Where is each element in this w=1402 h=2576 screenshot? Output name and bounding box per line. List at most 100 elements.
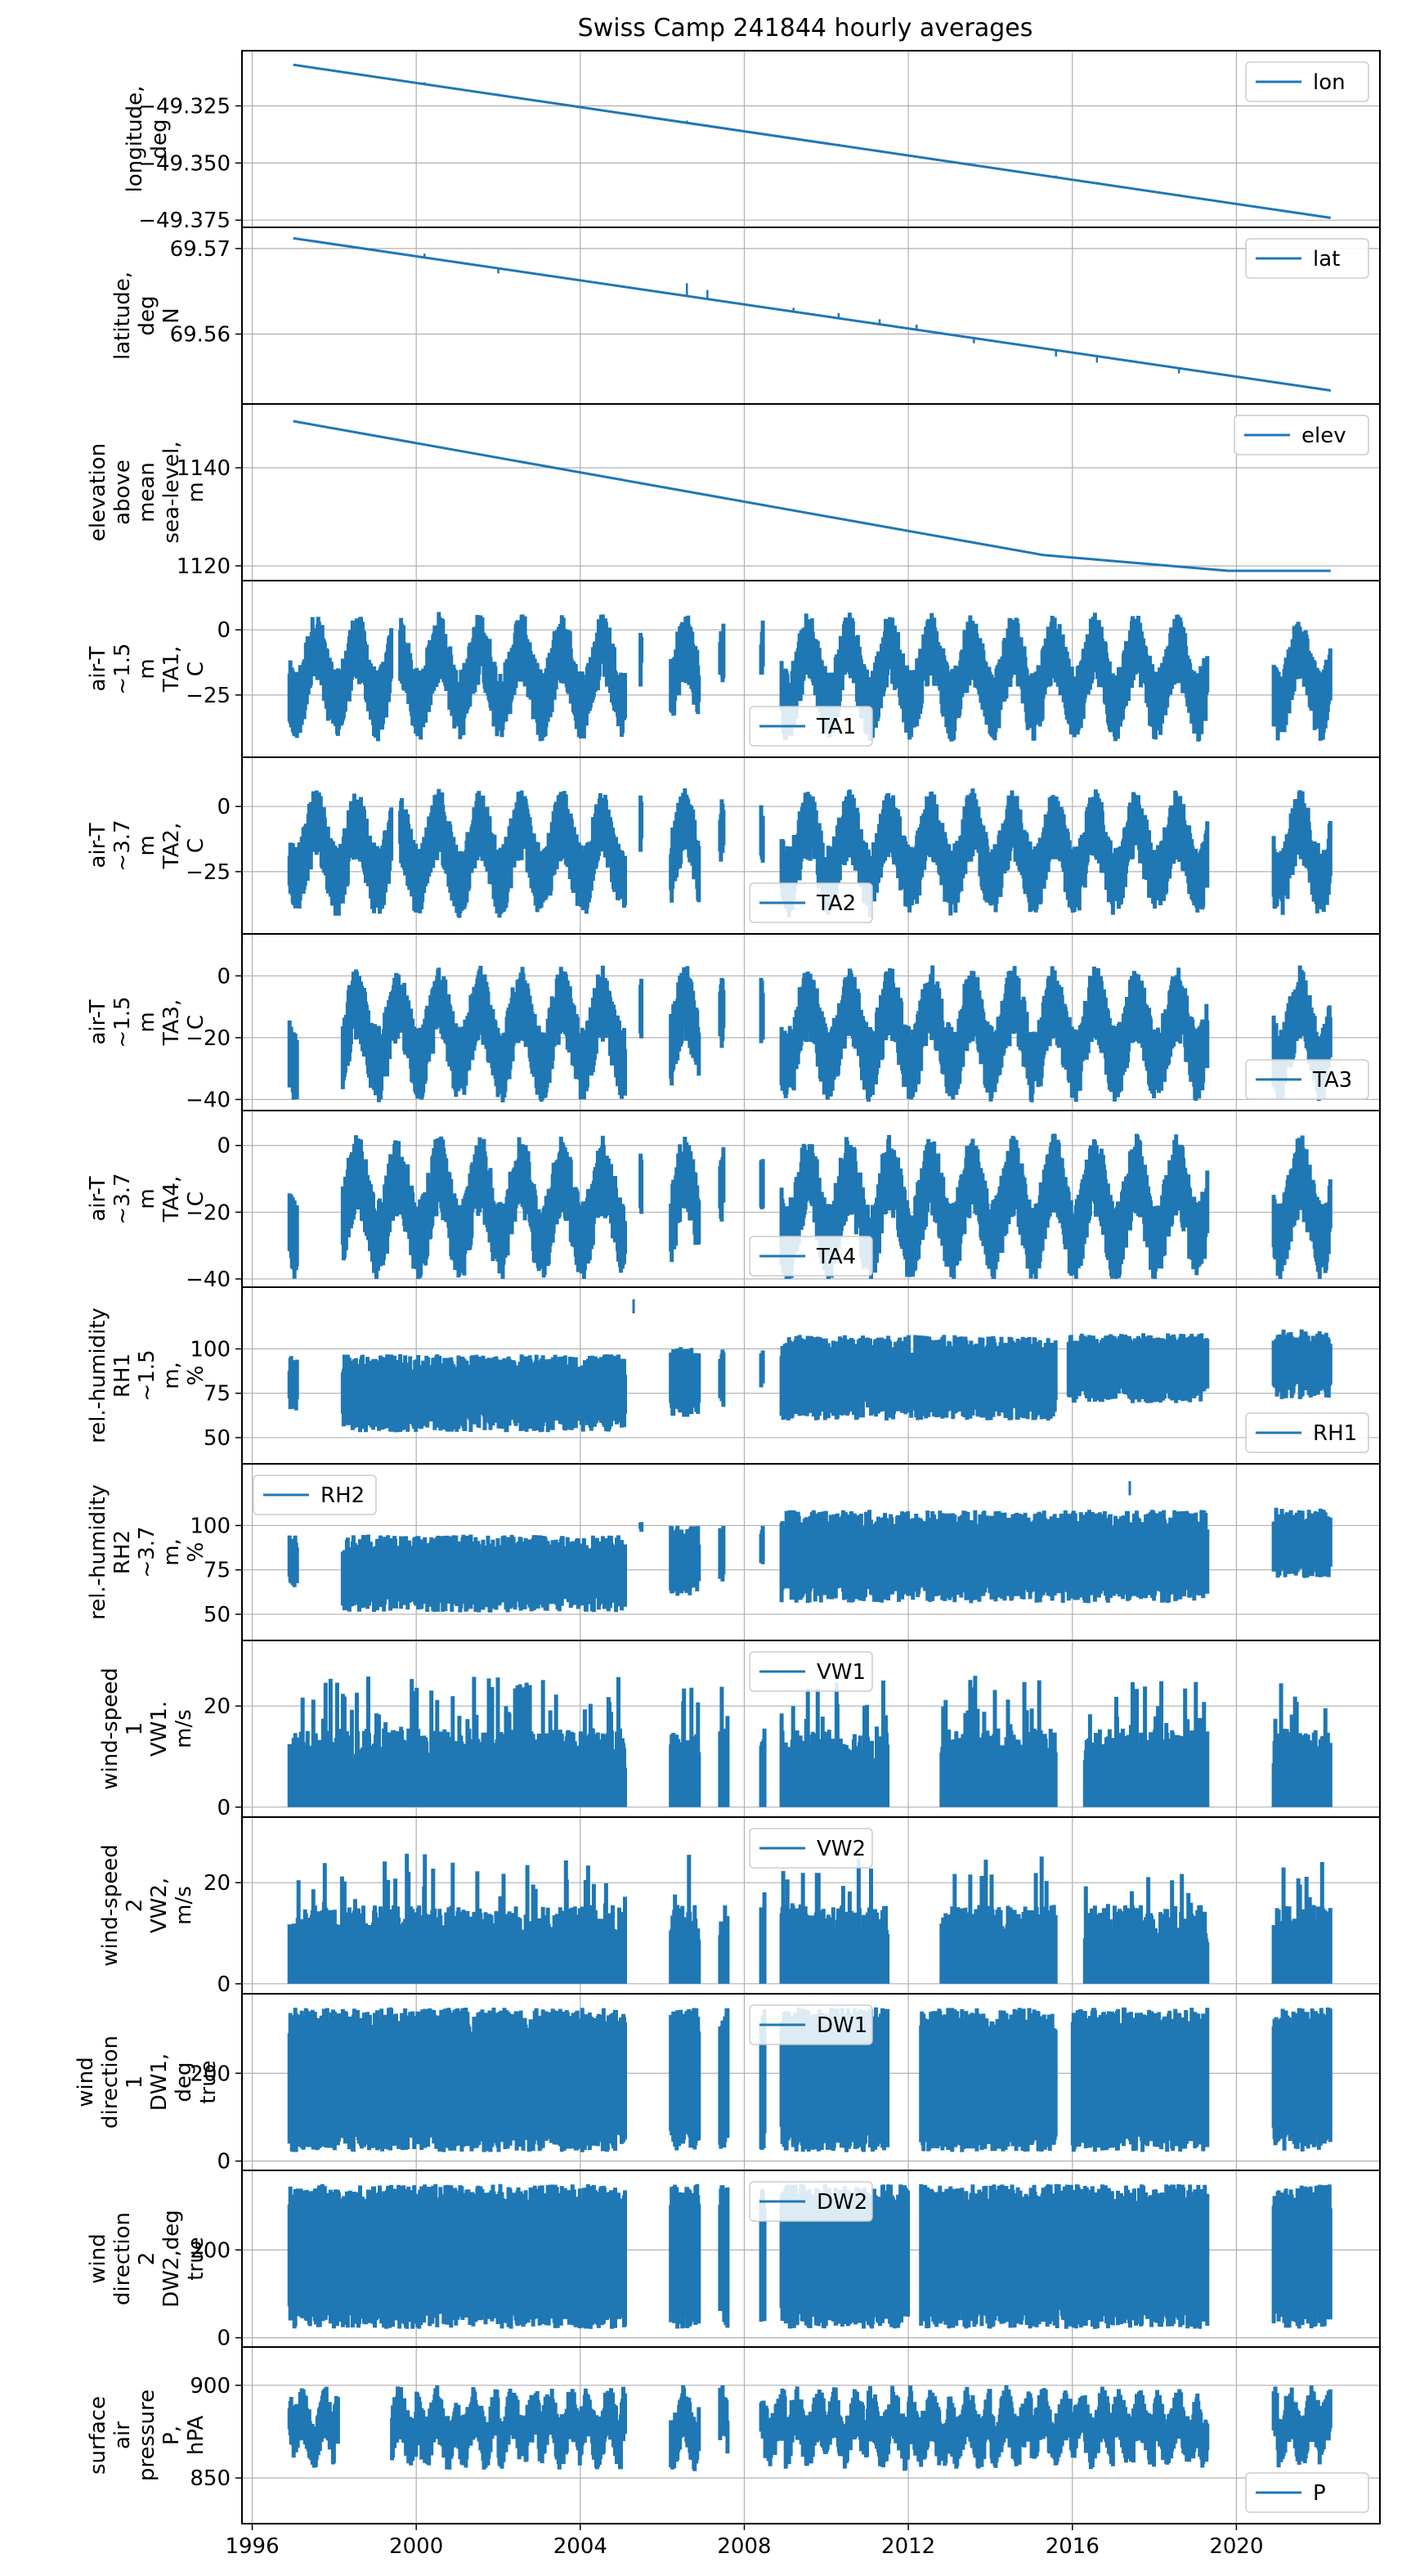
y-axis-label-line: C [184,662,208,676]
legend-box [749,1828,873,1869]
y-axis-label-line: m [135,1188,159,1209]
legend: VW1 [749,1651,873,1692]
y-axis-label-line: RH1 [110,1353,135,1398]
subplot-VW2: 20 0 wind-speed 2 VW2, m/s VW2 [98,1816,1381,1997]
y-axis-label-line: m [135,1012,159,1032]
legend-label: VW1 [817,1660,866,1685]
y-axis-label-line: % [184,1366,208,1386]
y-tick-label: 0 [217,2150,231,2174]
y-tick-label: −49.375 [138,209,231,233]
legend: RH2 [253,1474,377,1515]
legend-label: lat [1313,247,1340,272]
series-trace [287,1853,1333,1984]
y-tick-label: 0 [217,618,231,643]
y-axis-label-line: rel.-humidity [86,1484,110,1620]
series-trace [287,788,1333,918]
axes-frame [241,403,1381,581]
series-elev [293,420,1331,572]
series-VW1 [287,1676,1333,1807]
y-axis-label: air-T ~1.5 m TA3, C [86,996,208,1048]
y-axis-label-line: C [184,838,208,853]
y-tick-label: 100 [190,1514,231,1538]
y-tick-label: −25 [186,684,231,708]
y-tick-label: 0 [217,795,231,819]
y-axis-label-line: TA2, [159,823,184,869]
legend: RH1 [1245,1412,1369,1453]
shared-x-axis: 1996 2000 2004 2008 2012 2016 2020 [225,2524,1264,2559]
legend: TA2 [749,882,873,923]
y-axis-label: wind direction 1 DW1, deg true [74,2035,221,2129]
y-axis-label-line: m/s [172,1709,196,1748]
y-axis-label-line: deg [135,295,159,335]
legend: TA1 [749,706,873,747]
x-tick-label: 2016 [1046,2534,1100,2559]
y-tick-label: −25 [186,860,231,885]
y-axis-label: air-T ~1.5 m TA1, C [86,643,208,694]
series-trace [287,2007,1333,2152]
y-tick-label: 50 [204,1603,231,1627]
series-trace [287,1507,1333,1613]
legend-label: TA4 [816,1245,856,1269]
y-axis-label-line: hPA [184,2416,208,2455]
y-axis-label-line: latitude, [110,272,135,360]
y-tick-label: 20 [204,1871,231,1896]
y-tick-label: −49.325 [138,94,231,119]
y-tick-label: 900 [190,2374,231,2399]
series-RH1 [287,1299,1333,1433]
y-axis-label-line: rel.-humidity [86,1308,110,1443]
legend-box [1245,1059,1369,1100]
legend: TA3 [1245,1059,1369,1100]
axes-frame [241,2346,1381,2524]
y-axis-label-line: m [184,482,208,502]
y-axis-label: wind-speed 2 VW2, m/s [98,1844,196,1966]
series-line [293,236,1332,392]
y-axis-label-line: pressure [135,2390,159,2481]
series-trace [287,1676,1333,1807]
y-axis-label-line: 1 [123,1722,147,1736]
y-tick-label: 75 [204,1382,231,1407]
y-axis-label-line: true [196,2060,221,2103]
x-tick-label: 2000 [389,2534,443,2559]
y-axis-label-line: VW2, [147,1878,172,1933]
y-tick-label: 200 [190,2062,231,2086]
legend-label: TA2 [816,891,856,916]
y-axis-label-line: N [159,307,184,323]
series-trace [287,1329,1333,1433]
legend-box [1245,238,1369,279]
y-axis-label: air-T ~3.7 m TA4, C [86,1173,208,1224]
y-tick-label: 50 [204,1426,231,1451]
y-tick-label: 0 [217,964,231,989]
y-axis-label-line: longitude, [123,86,147,193]
y-axis-label-line: deg [172,2062,196,2102]
series-lat [293,236,1332,392]
x-tick-label: 2004 [553,2534,607,2559]
series-trace [287,2385,1333,2471]
y-tick-label: 0 [217,1134,231,1159]
y-tick-label: −20 [186,1200,231,1225]
legend: lat [1245,238,1369,279]
series-RH2 [287,1481,1333,1613]
x-tick-label: 2012 [881,2534,935,2559]
y-axis-label-line: ~3.7 [110,1173,135,1224]
series-trace [287,2183,1333,2329]
legend: DW1 [749,2004,873,2045]
y-tick-label: 0 [217,2327,231,2351]
x-tick-label: 2008 [717,2534,771,2559]
legend-box [749,882,873,923]
y-tick-label: 69.56 [170,322,231,347]
y-axis-label-line: air [110,2421,135,2449]
y-axis-label-line: ~3.7 [135,1526,159,1577]
legend: TA4 [749,1236,873,1277]
y-axis-label-line: surface [86,2396,110,2475]
subplot-lon: −49.325 −49.350 −49.375 longitude, deg lon [123,50,1381,233]
y-axis-label: air-T ~3.7 m TA2, C [86,819,208,871]
y-axis-label: rel.-humidity RH1 ~1.5 m,% [86,1308,208,1443]
y-axis-label-line: m [135,658,159,679]
y-tick-label: 850 [190,2466,231,2491]
series-line [293,420,1331,572]
